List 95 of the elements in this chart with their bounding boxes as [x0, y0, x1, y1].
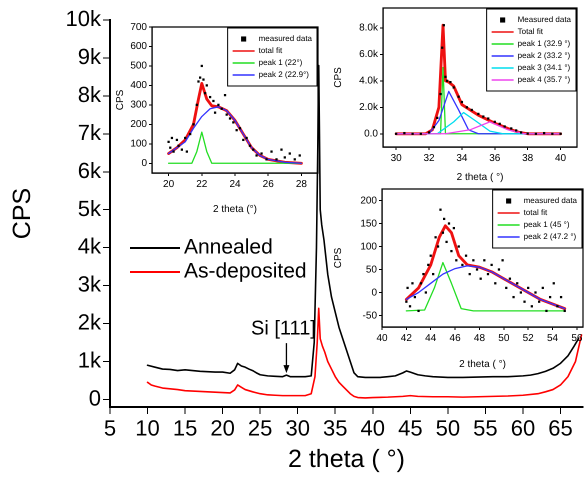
legend-label: measured data — [524, 196, 578, 206]
y-tick-label: 3k — [78, 272, 102, 297]
legend-label: As-deposited — [184, 260, 307, 283]
x-tick-label: 15 — [172, 415, 198, 440]
annotation: Si [111] — [251, 318, 316, 340]
legend-label: peak 2 (22.9°) — [258, 70, 310, 80]
y-tick-label: 0.0 — [364, 128, 378, 140]
y-tick-label: 700 — [130, 22, 148, 33]
x-tick-label: 30 — [390, 152, 402, 164]
x-tick-label: 5 — [104, 415, 116, 440]
y-tick-label: 400 — [130, 80, 148, 92]
y-tick-label: 200 — [130, 119, 148, 130]
legend-label: peak 1 (32.9 °) — [518, 39, 571, 48]
y-tick-label: 8k — [78, 82, 102, 107]
x-tick-label: 36 — [489, 152, 501, 164]
point — [403, 132, 406, 134]
x-tick-label: 50 — [436, 415, 460, 440]
point — [452, 226, 456, 230]
x-tick-label: 65 — [548, 415, 573, 440]
x-tick-label: 32 — [423, 152, 436, 164]
y-tick-label: 50 — [366, 264, 378, 276]
x-tick-label: 10 — [135, 415, 160, 440]
x-tick-label: 60 — [510, 415, 536, 440]
x-tick-label: 52 — [522, 332, 534, 344]
point — [542, 132, 546, 134]
x-tick-label: 25 — [248, 415, 272, 440]
x-tick-label: 40 — [360, 415, 386, 440]
y-tick-label: 4.0k — [359, 76, 379, 87]
legend-label: peak 1 (22°) — [258, 58, 303, 68]
y-tick-label: 6.0k — [359, 49, 379, 60]
x-tick-label: 42 — [400, 332, 412, 344]
y-tick-label: 2k — [78, 310, 102, 335]
legend-label: Total fit — [518, 27, 544, 36]
y-tick-label: 4k — [78, 234, 102, 259]
y-tick-label: 600 — [130, 41, 148, 52]
x-tick-label: 24 — [229, 178, 241, 190]
y-axis-title: CPS — [8, 188, 36, 240]
x-axis-title: 2 theta ( °) — [456, 172, 504, 183]
x-tick-label: 22 — [196, 178, 208, 190]
x-axis-title: 2 theta (°) — [212, 204, 258, 215]
x-tick-label: 30 — [285, 415, 310, 440]
y-tick-label: 0 — [371, 287, 378, 298]
x-axis-title: 2 theta ( °) — [459, 358, 506, 370]
x-tick-label: 20 — [210, 415, 235, 440]
x-tick-label: 28 — [296, 178, 308, 190]
y-tick-label: 5k — [78, 196, 102, 221]
legend-label: total fit — [524, 208, 548, 218]
x-tick-label: 45 — [398, 415, 423, 440]
y-tick-label: 0 — [88, 385, 101, 410]
x-tick-label: 44 — [425, 332, 437, 344]
y-axis-title: CPS — [114, 89, 126, 110]
y-tick-label: 8.0k — [359, 22, 379, 34]
legend-label: total fit — [258, 46, 283, 56]
x-tick-label: 34 — [456, 152, 468, 164]
x-tick-label: 50 — [498, 332, 510, 344]
y-tick-label: 2.0k — [359, 102, 379, 114]
point — [520, 291, 522, 294]
x-tick-label: 54 — [546, 332, 559, 344]
point — [245, 136, 248, 140]
y-tick-label: 500 — [130, 60, 148, 72]
y-tick-label: 7k — [78, 120, 102, 145]
x-tick-label: 40 — [376, 332, 388, 344]
y-tick-label: -50 — [362, 310, 378, 322]
point — [265, 158, 268, 161]
y-axis-title: CPS — [332, 66, 344, 88]
y-tick-label: 10k — [66, 6, 102, 32]
y-tick-label: 1k — [78, 348, 102, 373]
legend-label: peak 2 (47.2 °) — [524, 232, 577, 242]
legend-label: peak 3 (34.1 °) — [518, 63, 571, 72]
y-tick-label: 100 — [360, 241, 378, 252]
legend-label: measured data — [258, 34, 313, 44]
x-tick-label: 20 — [163, 178, 175, 190]
legend-label: peak 1 (45 °) — [524, 220, 570, 230]
legend-label: Measured data — [518, 15, 572, 24]
x-tick-label: 26 — [262, 178, 274, 190]
x-tick-label: 48 — [474, 332, 486, 344]
x-tick-label: 46 — [450, 332, 462, 344]
x-tick-label: 55 — [473, 415, 498, 440]
x-tick-label: 40 — [554, 152, 567, 164]
y-tick-label: 200 — [360, 195, 378, 206]
y-tick-label: 0 — [141, 158, 148, 170]
x-tick-label: 35 — [322, 415, 348, 440]
y-axis-title: CPS — [332, 247, 344, 268]
point — [442, 218, 446, 220]
point — [275, 158, 278, 161]
y-tick-label: 9k — [78, 44, 102, 70]
legend-label: Annealed — [184, 236, 273, 259]
legend-label: peak 4 (35.7 °) — [518, 75, 571, 84]
x-axis-title: 2 theta ( °) — [288, 444, 405, 473]
x-tick-label: 38 — [522, 152, 534, 164]
y-tick-label: 300 — [130, 100, 148, 111]
y-tick-label: 6k — [78, 158, 102, 183]
y-tick-label: 100 — [130, 138, 148, 150]
legend-label: peak 2 (33.2 °) — [518, 51, 571, 60]
y-tick-label: 150 — [360, 218, 378, 230]
